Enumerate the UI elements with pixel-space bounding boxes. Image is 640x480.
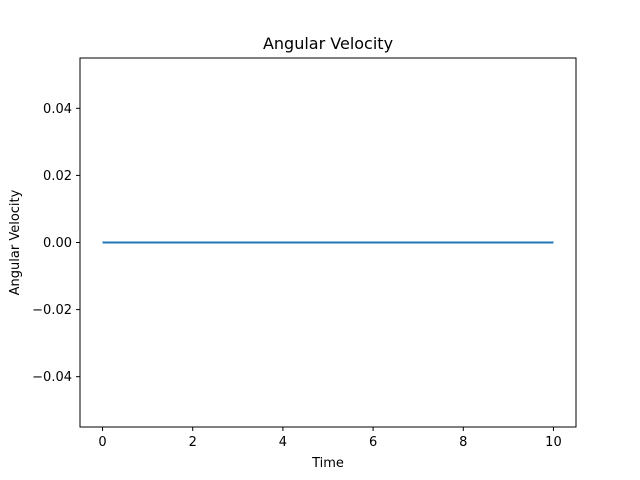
x-tick-label: 6 [369,435,377,450]
y-axis-ticks: −0.04 −0.02 0.00 0.02 0.04 [32,102,80,385]
y-tick-label: 0.02 [43,169,72,184]
y-tick-label: −0.04 [32,370,72,385]
x-axis-ticks: 0 2 4 6 8 10 [98,427,562,450]
x-tick-label: 10 [545,435,562,450]
x-tick-label: 0 [98,435,106,450]
chart-title: Angular Velocity [263,34,393,53]
y-axis-label: Angular Velocity [8,189,23,295]
x-tick-label: 2 [189,435,197,450]
y-tick-label: −0.02 [32,303,72,318]
x-tick-label: 8 [459,435,467,450]
y-tick-label: 0.00 [43,236,72,251]
x-axis-label: Time [311,456,344,471]
x-tick-label: 4 [279,435,287,450]
y-tick-label: 0.04 [43,102,72,117]
